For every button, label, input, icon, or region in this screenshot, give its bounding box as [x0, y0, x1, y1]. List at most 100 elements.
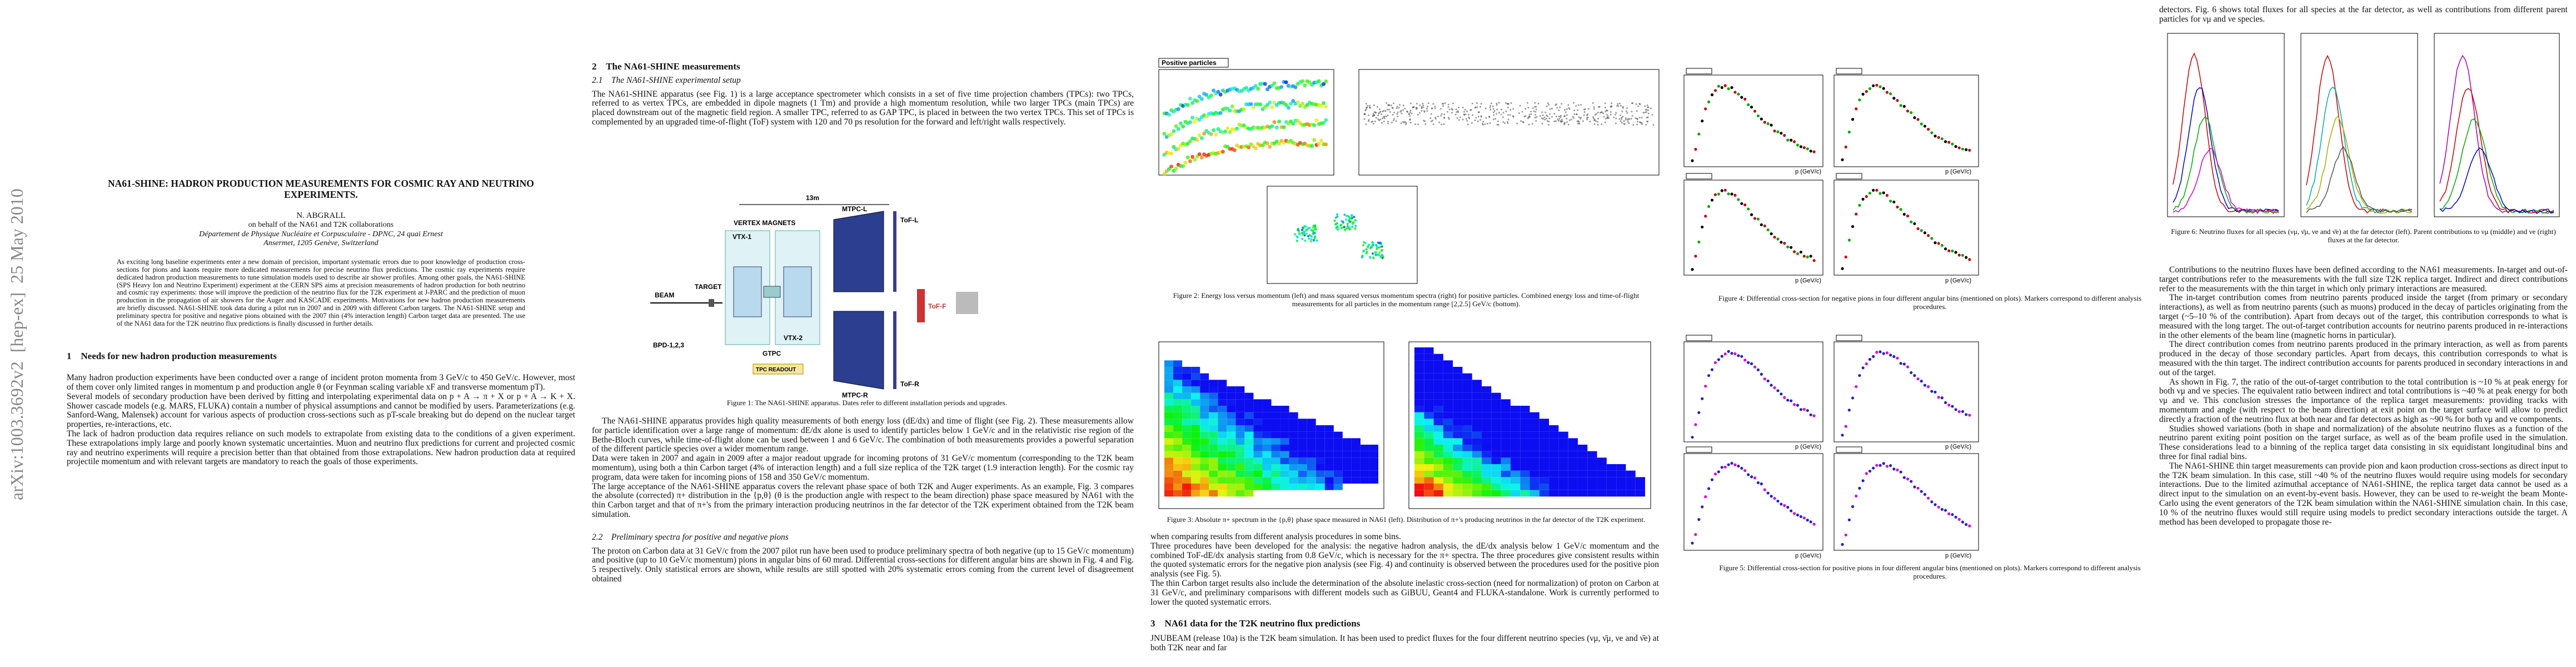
plot-point — [1190, 116, 1195, 120]
heat-cell — [1443, 373, 1453, 380]
heat-cell — [1244, 484, 1254, 490]
plot-point — [1309, 240, 1312, 243]
heat-cell — [1529, 419, 1539, 425]
plot-point — [1498, 102, 1500, 104]
heat-cell — [1164, 380, 1174, 386]
plot-point — [1733, 91, 1737, 94]
heat-cell — [1558, 490, 1568, 497]
plot-point — [1776, 499, 1780, 503]
plot-point — [1954, 515, 1957, 519]
plot-point — [1313, 237, 1316, 240]
plot-point — [1197, 133, 1202, 138]
plot-point — [1923, 231, 1927, 235]
plot-point — [1199, 136, 1204, 141]
heat-cell — [1200, 470, 1209, 477]
figure-label: GTPC — [763, 350, 781, 357]
heat-cell — [1491, 464, 1501, 471]
plot-point — [1747, 103, 1750, 107]
heat-cell — [1244, 419, 1254, 425]
plot-point — [1534, 113, 1536, 116]
plot-point — [1882, 191, 1885, 195]
heat-cell — [1280, 464, 1289, 471]
heat-cell — [1191, 406, 1200, 412]
plot-point — [1509, 114, 1511, 116]
plot-point — [1776, 389, 1780, 392]
plot-point — [1272, 81, 1277, 86]
plot-point — [1792, 403, 1796, 406]
plot-point — [1896, 356, 1899, 360]
plot-point — [1559, 120, 1562, 122]
plot-point — [1756, 368, 1760, 371]
figure-2: Positive particles — [1158, 58, 1229, 68]
heat-cell — [1244, 490, 1254, 497]
plot-point — [1812, 259, 1816, 262]
plot-point — [1618, 102, 1621, 104]
heat-cell — [1173, 386, 1183, 393]
plot-point — [1530, 113, 1532, 115]
heat-cell — [1253, 445, 1263, 451]
heat-cell — [1472, 406, 1482, 412]
heat-cell — [1453, 457, 1463, 464]
heat-cell — [1433, 451, 1443, 458]
heat-cell — [1443, 490, 1453, 497]
plot-point — [1476, 106, 1478, 108]
plot-point — [1597, 112, 1599, 114]
heat-cell — [1200, 386, 1209, 393]
plot-point — [1799, 408, 1802, 411]
plot-point — [1720, 189, 1723, 192]
heat-cell — [1472, 445, 1482, 451]
plot-point — [1605, 110, 1607, 112]
plot-point — [1422, 106, 1424, 108]
plot-point — [1440, 115, 1442, 117]
plot-point — [1293, 85, 1298, 89]
plot-point — [1336, 215, 1339, 218]
plot-point — [1615, 113, 1617, 116]
heat-cell — [1462, 406, 1472, 412]
plot-point — [1756, 481, 1760, 485]
plot-point — [1704, 107, 1707, 111]
heat-cell — [1244, 445, 1254, 451]
plot-point — [1965, 413, 1968, 416]
heat-cell — [1271, 457, 1280, 464]
plot-point — [1920, 380, 1923, 383]
plot-point — [1465, 118, 1467, 120]
plot-point — [1430, 113, 1432, 115]
plot-point — [1593, 117, 1595, 120]
plot-point — [1354, 219, 1357, 222]
heat-cell — [1606, 490, 1617, 497]
heat-cell — [1501, 445, 1511, 451]
heat-cell — [1307, 445, 1316, 451]
plot-point — [1188, 96, 1192, 101]
heat-cell — [1164, 470, 1174, 477]
heat-cell — [1369, 470, 1378, 477]
heat-cell — [1200, 438, 1209, 445]
plot-point — [1294, 233, 1297, 236]
heat-cell — [1577, 470, 1588, 477]
heat-cell — [1289, 431, 1298, 439]
plot-point — [1301, 228, 1303, 231]
plot-point — [1199, 155, 1204, 160]
plot-point — [1606, 114, 1608, 116]
heat-cell — [1472, 392, 1482, 400]
heat-cell — [1316, 425, 1325, 432]
heat-cell — [1529, 470, 1539, 477]
plot-point — [1865, 195, 1868, 198]
heat-cell — [1558, 431, 1568, 439]
heat-cell — [1482, 457, 1492, 464]
heat-cell — [1606, 477, 1617, 484]
plot-point — [1776, 237, 1780, 241]
plot-point — [1756, 114, 1760, 118]
plot-point — [1371, 121, 1373, 123]
plot-point — [1587, 113, 1589, 116]
heat-cell — [1218, 457, 1227, 464]
plot-point — [1889, 464, 1892, 467]
heat-cell — [1635, 490, 1645, 497]
heat-cell — [1482, 425, 1492, 432]
plot-point — [1174, 124, 1178, 128]
plot-point — [1291, 121, 1296, 126]
plot-point — [1710, 368, 1714, 371]
paragraph: The thin Carbon target results also incl… — [1150, 578, 1659, 607]
plot-point — [1927, 234, 1930, 237]
plot-point — [1889, 92, 1892, 96]
plot-point — [1434, 116, 1437, 118]
